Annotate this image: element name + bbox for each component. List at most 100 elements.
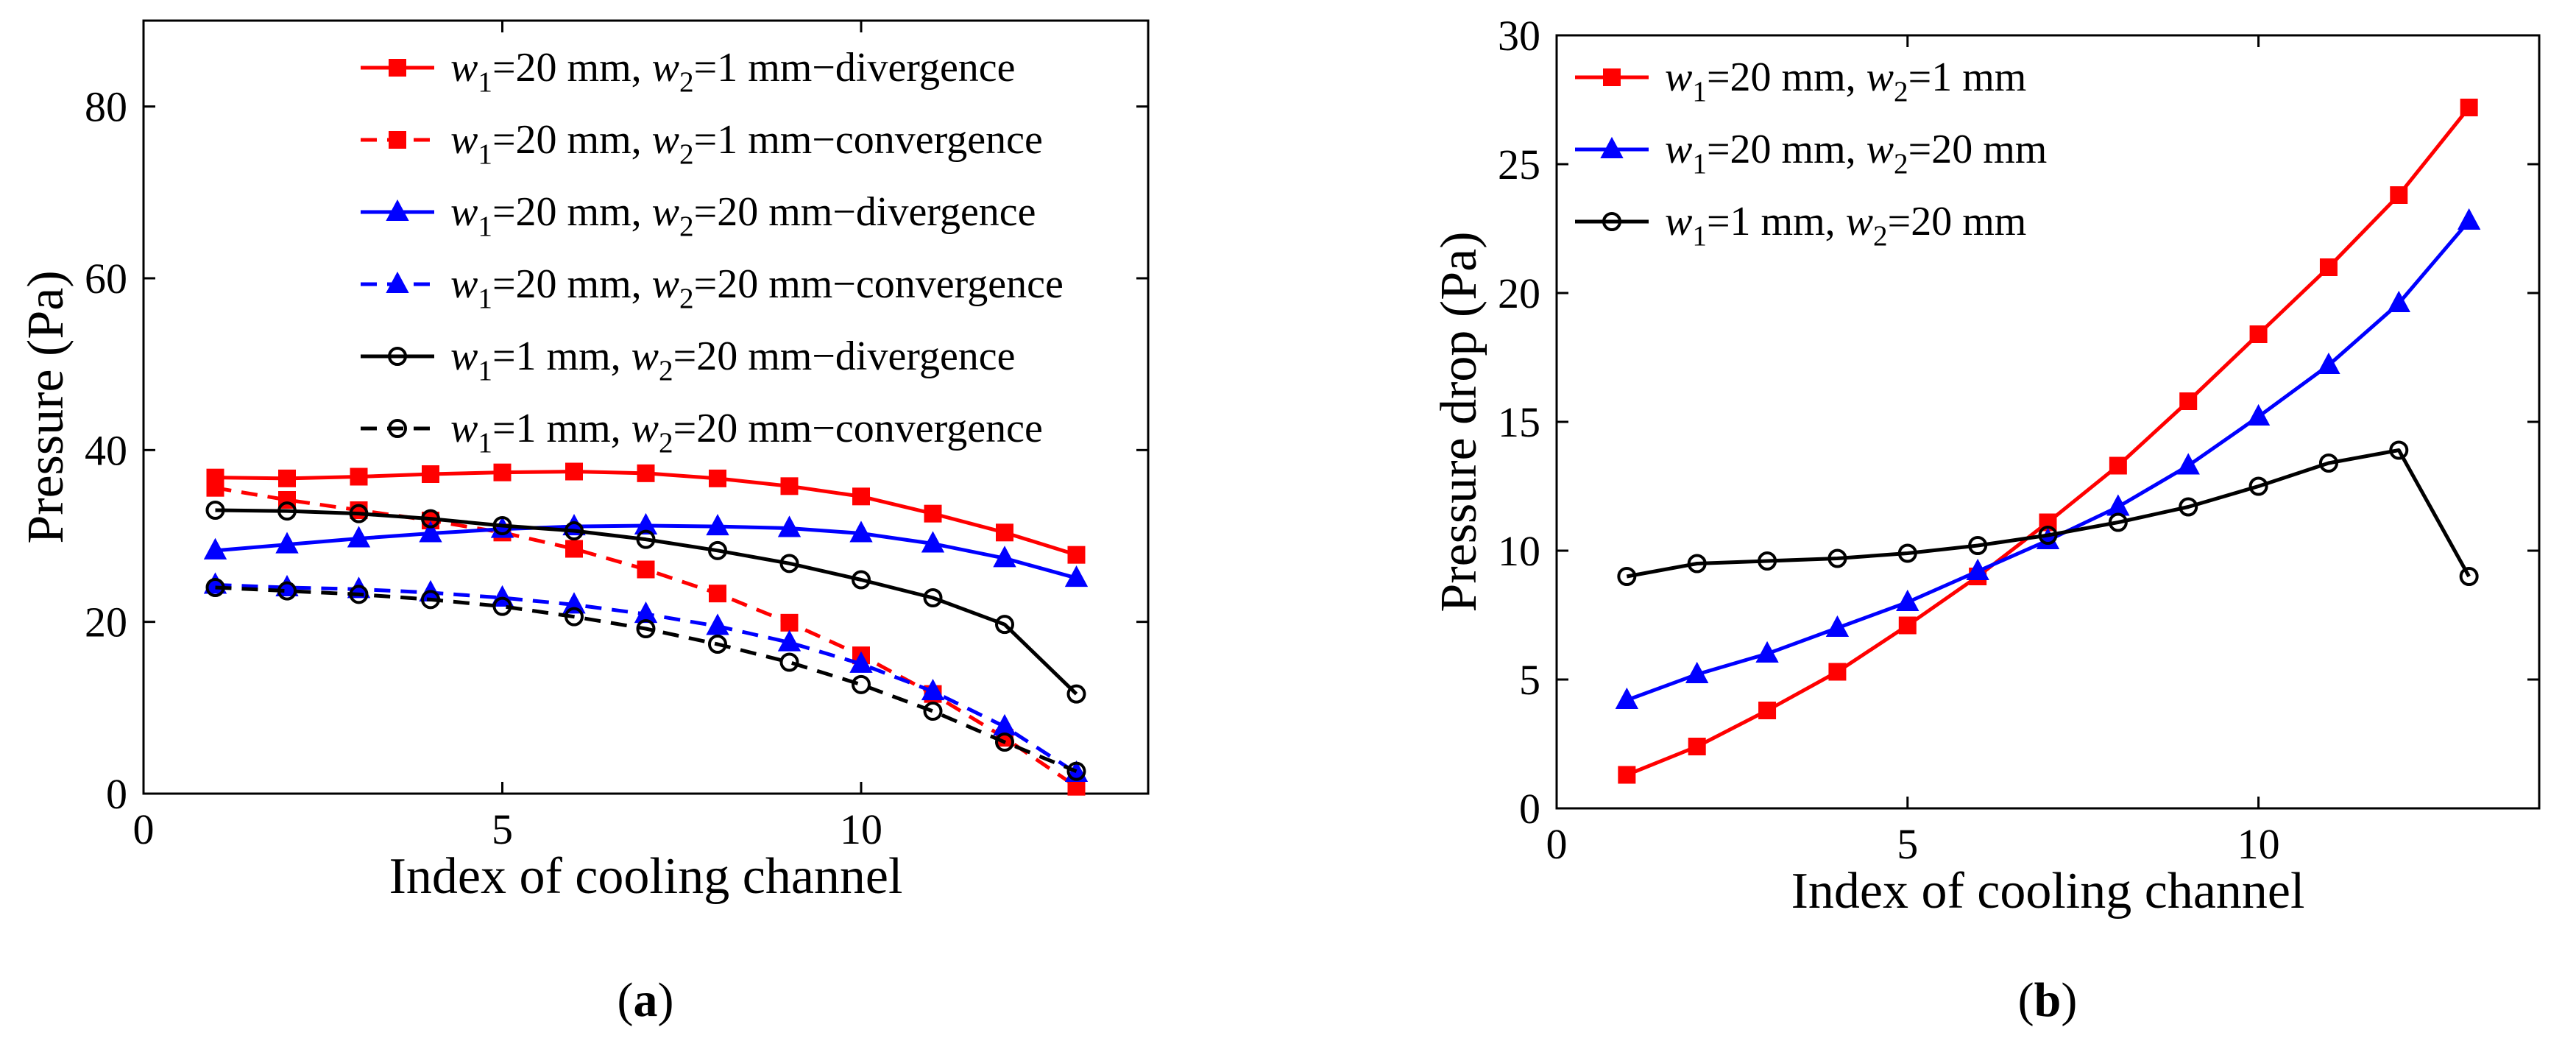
data-point bbox=[2319, 258, 2338, 276]
y-tick-label: 10 bbox=[1498, 527, 1540, 575]
legend-entry: w1=20 mm, w2=20 mm−convergence bbox=[361, 261, 1064, 314]
legend-label: w1=1 mm, w2=20 mm−divergence bbox=[450, 334, 1016, 387]
data-point bbox=[562, 592, 586, 614]
data-point bbox=[206, 479, 224, 497]
data-point bbox=[1898, 616, 1917, 635]
data-point bbox=[565, 521, 584, 540]
data-point bbox=[2460, 99, 2478, 116]
y-tick-label: 0 bbox=[106, 770, 127, 818]
data-point bbox=[777, 515, 802, 537]
data-point bbox=[1828, 663, 1847, 681]
data-point bbox=[347, 526, 371, 548]
legend: w1=20 mm, w2=1 mm−divergence w1=20 mm, w2… bbox=[361, 45, 1064, 459]
data-point bbox=[492, 596, 512, 616]
data-point bbox=[1827, 548, 1847, 568]
series-6 bbox=[205, 578, 1086, 781]
data-point bbox=[706, 613, 729, 635]
legend-swatch-marker bbox=[386, 199, 409, 221]
data-point bbox=[993, 713, 1016, 735]
data-point bbox=[1755, 641, 1779, 663]
data-point bbox=[995, 615, 1014, 635]
data-point bbox=[492, 516, 512, 535]
chart-panel-a: 0 5 10 0 20 40 60 80 Index of cooling channel Pre… bbox=[18, 19, 1150, 905]
data-point bbox=[849, 651, 873, 673]
x-tick-label: 10 bbox=[840, 805, 882, 853]
data-point bbox=[565, 462, 583, 481]
legend-entry: w1=20 mm, w2=20 mm bbox=[1575, 127, 2047, 180]
data-point bbox=[852, 570, 871, 590]
data-point bbox=[2389, 440, 2409, 460]
data-point bbox=[1685, 661, 1709, 683]
series-2 bbox=[1615, 208, 2481, 709]
data-point bbox=[1066, 761, 1086, 781]
data-point bbox=[277, 501, 297, 521]
legend-label: w1=20 mm, w2=1 mm bbox=[1665, 54, 2026, 107]
y-tick-label: 60 bbox=[85, 255, 127, 303]
legend-entry: w1=20 mm, w2=1 mm−convergence bbox=[361, 117, 1043, 170]
data-point bbox=[419, 520, 442, 543]
y-tick-label: 40 bbox=[85, 426, 127, 474]
panel-label-b: (b) bbox=[2018, 973, 2078, 1027]
data-point bbox=[993, 546, 1016, 568]
series-line bbox=[1626, 448, 2471, 579]
data-point bbox=[849, 520, 873, 543]
data-point bbox=[2179, 392, 2198, 410]
series-3 bbox=[1617, 440, 2479, 586]
data-point bbox=[278, 469, 296, 487]
legend-swatch-marker bbox=[1602, 212, 1621, 231]
data-point bbox=[1067, 546, 1086, 564]
legend-entry: w1=20 mm, w2=20 mm−divergence bbox=[361, 189, 1036, 242]
data-point bbox=[1758, 551, 1777, 571]
data-point bbox=[1064, 565, 1089, 587]
data-point bbox=[1066, 684, 1086, 704]
legend-label: w1=20 mm, w2=20 mm−divergence bbox=[450, 189, 1036, 242]
y-axis-label: Pressure (Pa) bbox=[18, 270, 74, 543]
legend-entry: w1=20 mm, w2=1 mm bbox=[1575, 54, 2026, 107]
data-point bbox=[205, 501, 225, 520]
legend-swatch-marker bbox=[388, 347, 407, 366]
data-point bbox=[779, 554, 799, 574]
data-point bbox=[1618, 766, 1636, 784]
chart-panel-b: 0 5 10 0 5 10 15 20 25 30 Index of cooling channel… bbox=[1431, 12, 2541, 920]
data-point bbox=[2176, 453, 2200, 475]
data-point bbox=[1615, 687, 1639, 709]
data-point bbox=[2249, 325, 2268, 343]
data-point bbox=[921, 531, 945, 553]
data-point bbox=[421, 509, 440, 529]
data-point bbox=[277, 581, 297, 601]
legend-label: w1=20 mm, w2=20 mm bbox=[1665, 127, 2047, 180]
data-point bbox=[2318, 454, 2338, 473]
data-point bbox=[709, 469, 726, 487]
data-point bbox=[2038, 526, 2058, 545]
legend-entry: w1=1 mm, w2=20 mm−divergence bbox=[361, 334, 1016, 387]
series-1 bbox=[1618, 99, 2478, 784]
series-5 bbox=[205, 501, 1086, 704]
data-point bbox=[780, 613, 799, 632]
data-point bbox=[708, 540, 727, 560]
data-point bbox=[203, 537, 227, 560]
data-point bbox=[852, 487, 870, 506]
legend-label: w1=20 mm, w2=20 mm−convergence bbox=[450, 261, 1064, 314]
data-point bbox=[565, 540, 583, 558]
data-point bbox=[996, 523, 1013, 542]
data-point bbox=[2457, 208, 2481, 230]
x-tick-label: 5 bbox=[492, 805, 513, 853]
data-point bbox=[2109, 456, 2127, 475]
x-tick-label: 0 bbox=[1546, 820, 1568, 868]
data-point bbox=[706, 514, 729, 536]
y-tick-label: 20 bbox=[85, 599, 127, 646]
legend-swatch-marker bbox=[1603, 68, 1621, 86]
data-point bbox=[1897, 543, 1917, 563]
x-axis-label: Index of cooling channel bbox=[389, 848, 903, 905]
data-point bbox=[349, 585, 369, 604]
data-point bbox=[923, 588, 943, 607]
data-point bbox=[634, 601, 658, 624]
data-point bbox=[1968, 536, 1988, 555]
data-point bbox=[634, 512, 658, 534]
data-point bbox=[422, 465, 439, 483]
x-axis-label: Index of cooling channel bbox=[1791, 863, 2305, 920]
data-point bbox=[1825, 615, 1850, 637]
data-point bbox=[709, 585, 726, 603]
legend-label: w1=20 mm, w2=1 mm−convergence bbox=[450, 117, 1043, 170]
data-point bbox=[779, 652, 799, 672]
